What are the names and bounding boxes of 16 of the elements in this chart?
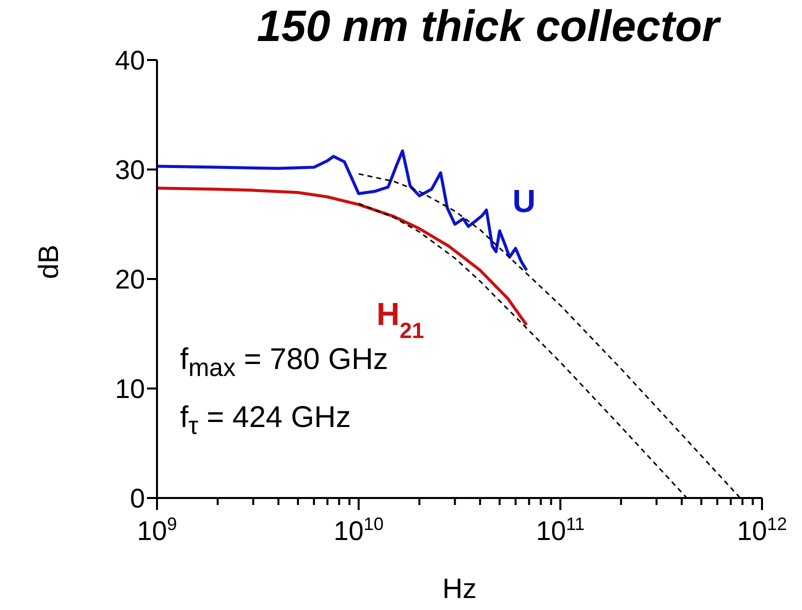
series-label: U	[512, 183, 536, 220]
y-tick-label: 20	[114, 264, 145, 295]
annotation: f$_{max}$ = 780 GHz	[180, 343, 388, 383]
y-tick-label: 40	[114, 46, 145, 76]
y-axis-title: dB	[32, 244, 64, 279]
x-tick-label: 10$^{10}$	[334, 514, 384, 546]
x-tick-label: 10$^{12}$	[736, 514, 788, 546]
series-label: H$_{21}$	[376, 296, 424, 342]
x-tick-label: 10$^{11}$	[536, 514, 585, 546]
y-tick-label: 0	[130, 484, 145, 514]
x-tick-label: 10$^{9}$	[136, 514, 178, 546]
x-axis-title: Hz	[442, 573, 477, 604]
y-tick-label: 10	[114, 374, 145, 404]
y-tick-label: 30	[114, 155, 145, 186]
annotation: f$_{τ}$ = 424 GHz	[180, 401, 351, 441]
chart-title: 150 nm thick collector	[256, 2, 722, 52]
